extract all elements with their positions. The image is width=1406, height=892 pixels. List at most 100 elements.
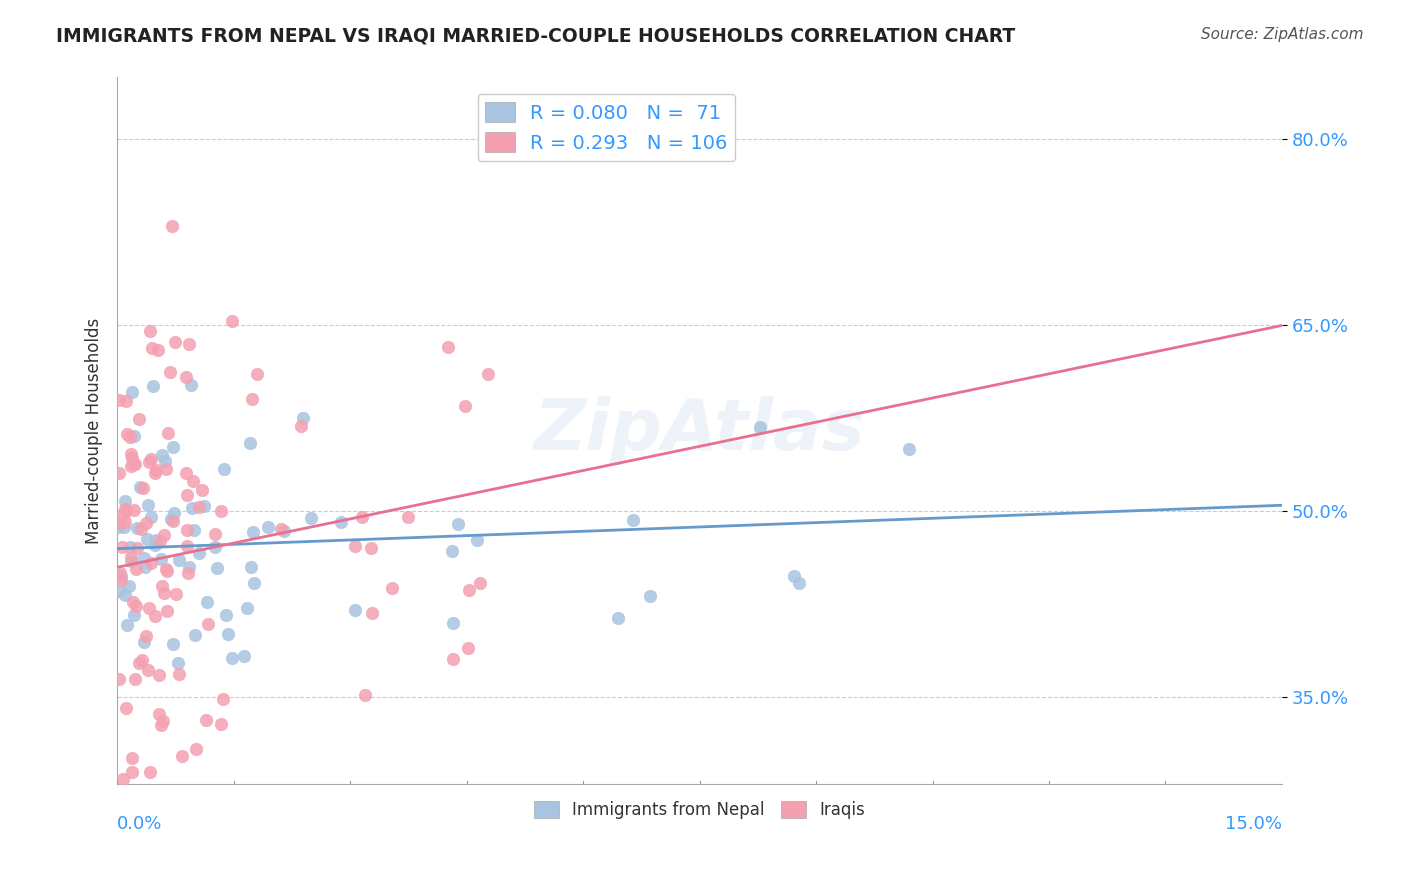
Point xyxy=(441,652,464,666)
Point xyxy=(257,520,280,534)
Point xyxy=(136,498,159,512)
Point xyxy=(396,510,419,524)
Point xyxy=(111,507,134,521)
Point xyxy=(120,459,142,474)
Point xyxy=(112,520,135,534)
Point xyxy=(149,533,172,548)
Text: Source: ZipAtlas.com: Source: ZipAtlas.com xyxy=(1201,27,1364,42)
Point xyxy=(121,384,143,399)
Text: ZipAtlas: ZipAtlas xyxy=(534,396,866,466)
Point xyxy=(197,616,219,631)
Point xyxy=(108,516,131,530)
Point xyxy=(143,466,166,480)
Point xyxy=(177,566,200,581)
Point xyxy=(129,522,152,536)
Point xyxy=(174,369,197,384)
Point xyxy=(139,509,162,524)
Point xyxy=(176,539,198,553)
Point xyxy=(114,504,136,518)
Point xyxy=(124,673,146,687)
Point xyxy=(441,616,464,631)
Point xyxy=(465,533,488,548)
Point xyxy=(115,426,138,441)
Point xyxy=(128,412,150,426)
Point xyxy=(145,463,167,477)
Point xyxy=(212,692,235,706)
Point xyxy=(136,664,159,678)
Point xyxy=(152,448,174,462)
Point xyxy=(215,607,238,622)
Point xyxy=(141,341,163,355)
Point xyxy=(177,336,200,351)
Point xyxy=(138,455,160,469)
Point xyxy=(187,500,209,514)
Point xyxy=(787,576,810,591)
Point xyxy=(134,560,156,574)
Point xyxy=(606,611,628,625)
Point xyxy=(132,481,155,495)
Point xyxy=(783,569,806,583)
Point xyxy=(454,399,477,413)
Point xyxy=(344,603,367,617)
Point xyxy=(128,480,150,494)
Point xyxy=(162,637,184,651)
Point xyxy=(170,748,193,763)
Point xyxy=(150,578,173,592)
Point xyxy=(165,587,187,601)
Point xyxy=(148,707,170,722)
Legend: Immigrants from Nepal, Iraqis: Immigrants from Nepal, Iraqis xyxy=(527,794,872,825)
Point xyxy=(162,514,184,528)
Point xyxy=(108,672,131,686)
Point xyxy=(183,523,205,537)
Point xyxy=(245,367,267,381)
Point xyxy=(159,511,181,525)
Point xyxy=(160,219,183,234)
Point xyxy=(621,513,644,527)
Point xyxy=(239,435,262,450)
Point xyxy=(180,500,202,515)
Point xyxy=(180,377,202,392)
Point xyxy=(125,599,148,614)
Point xyxy=(153,453,176,467)
Point xyxy=(142,378,165,392)
Point xyxy=(163,335,186,350)
Point xyxy=(128,656,150,670)
Point xyxy=(477,367,499,381)
Point xyxy=(122,503,145,517)
Point xyxy=(184,627,207,641)
Point xyxy=(204,527,226,541)
Point xyxy=(121,764,143,779)
Point xyxy=(195,595,218,609)
Y-axis label: Married-couple Households: Married-couple Households xyxy=(86,318,103,544)
Point xyxy=(149,718,172,732)
Point xyxy=(156,564,179,578)
Point xyxy=(897,442,920,456)
Point xyxy=(135,516,157,531)
Text: 15.0%: 15.0% xyxy=(1225,815,1282,833)
Point xyxy=(194,714,217,728)
Point xyxy=(217,627,239,641)
Point xyxy=(114,494,136,508)
Point xyxy=(155,461,177,475)
Point xyxy=(139,324,162,338)
Point xyxy=(292,411,315,425)
Point xyxy=(115,701,138,715)
Point xyxy=(118,579,141,593)
Point xyxy=(748,420,770,434)
Point xyxy=(148,667,170,681)
Point xyxy=(125,562,148,576)
Point xyxy=(115,618,138,632)
Point xyxy=(176,487,198,501)
Point xyxy=(270,522,292,536)
Point xyxy=(239,559,262,574)
Point xyxy=(146,343,169,357)
Point xyxy=(120,550,142,565)
Point xyxy=(110,568,132,582)
Point xyxy=(221,314,243,328)
Point xyxy=(108,392,131,407)
Point xyxy=(108,584,131,599)
Point xyxy=(344,539,367,553)
Point xyxy=(118,540,141,554)
Point xyxy=(136,532,159,546)
Point xyxy=(299,511,322,525)
